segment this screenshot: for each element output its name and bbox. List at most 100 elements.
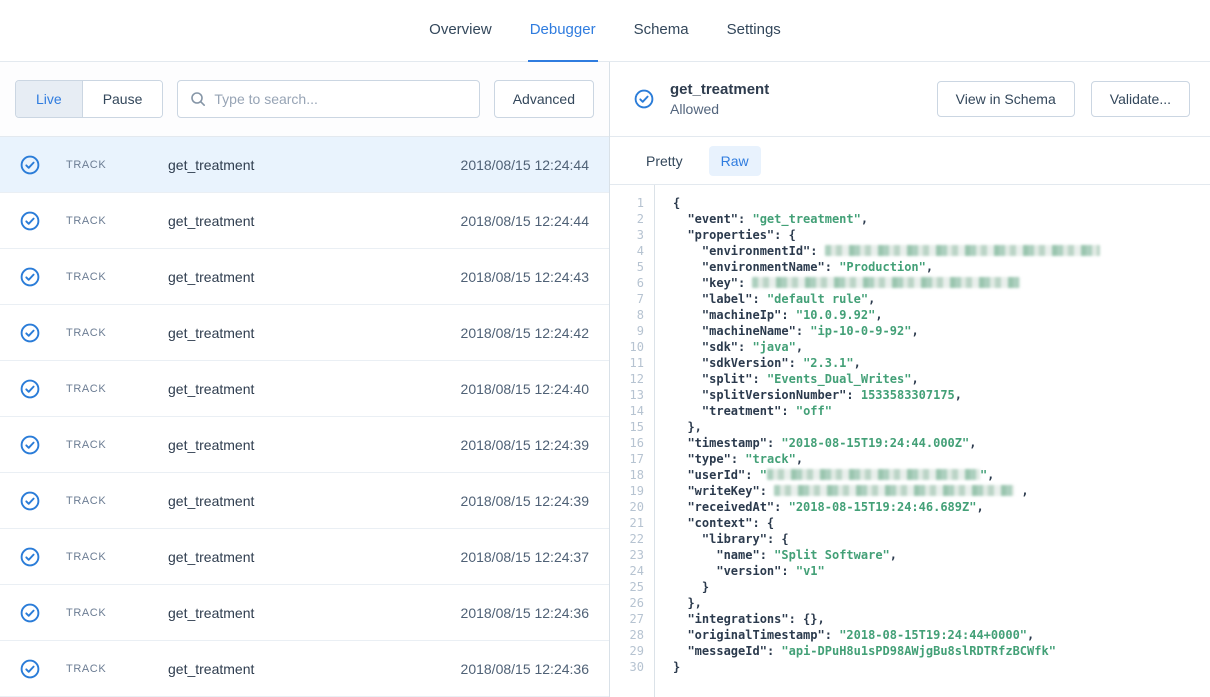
line-number: 3 — [636, 228, 644, 242]
line-number: 20 — [629, 500, 644, 514]
event-list[interactable]: TRACK get_treatment 2018/08/15 12:24:44 TRA… — [0, 137, 609, 697]
event-timestamp: 2018/08/15 12:24:42 — [460, 324, 589, 341]
tab-raw[interactable]: Raw — [708, 145, 761, 176]
event-type-label: TRACK — [66, 158, 107, 171]
event-row[interactable]: TRACK get_treatment 2018/08/15 12:24:39 — [0, 473, 609, 529]
event-name: get_treatment — [168, 324, 255, 341]
event-row[interactable]: TRACK get_treatment 2018/08/15 12:24:44 — [0, 137, 609, 193]
line-number: 18 — [629, 468, 644, 482]
event-title: get_treatment — [670, 80, 770, 98]
code-line: } — [673, 580, 710, 594]
event-row[interactable]: TRACK get_treatment 2018/08/15 12:24:36 — [0, 585, 609, 641]
code-line: "split": "Events_Dual_Writes", — [701, 372, 919, 386]
event-row[interactable]: TRACK get_treatment 2018/08/15 12:24:42 — [0, 305, 609, 361]
tab-debugger[interactable]: Debugger — [527, 0, 598, 62]
code-line: "key": — [673, 275, 1200, 291]
line-number: 8 — [636, 308, 644, 322]
event-timestamp: 2018/08/15 12:24:44 — [460, 212, 589, 229]
code-line: "version": "v1" — [716, 564, 825, 578]
line-number: 1 — [636, 196, 644, 210]
live-button[interactable]: Live — [16, 81, 83, 117]
event-type-label: TRACK — [66, 326, 107, 339]
event-type-label: TRACK — [66, 382, 107, 395]
event-stream-panel: Live Pause Advanced TRACK get_treatment 20… — [0, 62, 610, 697]
code-line: "label": "default rule", — [701, 292, 876, 306]
event-timestamp: 2018/08/15 12:24:39 — [460, 436, 589, 453]
line-number: 10 — [629, 340, 644, 354]
tab-settings[interactable]: Settings — [726, 21, 781, 38]
raw-json-viewer[interactable]: 1 2 3 4 5 6 7 8 9 10 11 12 13 14 15 16 17 18 19 20 21 22 23 24 2… — [610, 185, 1210, 697]
line-number: 22 — [629, 532, 644, 546]
line-number: 16 — [629, 436, 644, 450]
redacted-value — [774, 485, 1015, 496]
tab-pretty[interactable]: Pretty — [646, 152, 683, 169]
search-box — [177, 80, 480, 118]
check-circle-icon — [20, 547, 40, 566]
code-line: "environmentId": — [673, 243, 1200, 259]
check-circle-icon — [20, 659, 40, 678]
code-line: "environmentName": "Production", — [701, 260, 934, 274]
event-row[interactable]: TRACK get_treatment 2018/08/15 12:24:37 — [0, 529, 609, 585]
line-number: 11 — [629, 356, 644, 370]
code-line: "originalTimestamp": "2018-08-15T19:24:4… — [687, 628, 1035, 642]
code-line: "splitVersionNumber": 1533583307175, — [701, 388, 963, 402]
event-timestamp: 2018/08/15 12:24:43 — [460, 268, 589, 285]
event-name: get_treatment — [168, 492, 255, 509]
search-input[interactable] — [214, 91, 467, 107]
code-line: "type": "track", — [687, 452, 804, 466]
main-split: Live Pause Advanced TRACK get_treatment 20… — [0, 62, 1210, 697]
line-number: 27 — [629, 612, 644, 626]
code-line: }, — [673, 420, 702, 434]
event-timestamp: 2018/08/15 12:24:39 — [460, 492, 589, 509]
advanced-button[interactable]: Advanced — [493, 80, 594, 118]
check-circle-icon — [20, 211, 40, 230]
check-circle-icon — [20, 603, 40, 622]
detail-title-block: get_treatment Allowed — [670, 80, 769, 119]
tab-overview[interactable]: Overview — [429, 21, 492, 38]
code-line: "library": { — [701, 532, 789, 546]
event-row[interactable]: TRACK get_treatment 2018/08/15 12:24:39 — [0, 417, 609, 473]
tab-schema[interactable]: Schema — [633, 21, 689, 38]
line-number: 24 — [629, 564, 644, 578]
check-circle-icon — [20, 435, 40, 454]
line-number: 6 — [636, 276, 644, 290]
event-row[interactable]: TRACK get_treatment 2018/08/15 12:24:43 — [0, 249, 609, 305]
redacted-value — [752, 277, 1021, 288]
code-line: "sdkVersion": "2.3.1", — [701, 356, 861, 370]
line-number: 26 — [629, 596, 644, 610]
event-timestamp: 2018/08/15 12:24:40 — [460, 380, 589, 397]
code-line: } — [673, 660, 681, 674]
line-number: 25 — [629, 580, 644, 594]
line-number: 2 — [636, 212, 644, 226]
event-name: get_treatment — [168, 604, 255, 621]
view-in-schema-button[interactable]: View in Schema — [936, 81, 1075, 117]
line-number: 28 — [629, 628, 644, 642]
code-line: }, — [673, 596, 702, 610]
pause-button[interactable]: Pause — [82, 81, 163, 117]
line-number: 21 — [629, 516, 644, 530]
top-nav: Overview Debugger Schema Settings — [0, 0, 1210, 62]
search-icon — [191, 92, 206, 106]
check-circle-icon — [20, 267, 40, 286]
event-row[interactable]: TRACK get_treatment 2018/08/15 12:24:36 — [0, 641, 609, 697]
redacted-value — [766, 469, 980, 480]
line-number: 7 — [636, 292, 644, 306]
event-row[interactable]: TRACK get_treatment 2018/08/15 12:24:40 — [0, 361, 609, 417]
event-timestamp: 2018/08/15 12:24:36 — [460, 660, 589, 677]
code-line: "context": { — [687, 516, 775, 530]
code-line: "integrations": {}, — [687, 612, 825, 626]
line-number: 13 — [629, 388, 644, 402]
validate-button[interactable]: Validate... — [1090, 81, 1190, 117]
line-number: 15 — [629, 420, 644, 434]
event-type-label: TRACK — [66, 550, 107, 563]
code-line: "writeKey": , — [687, 484, 1029, 498]
line-number: 17 — [629, 452, 644, 466]
line-number: 5 — [636, 260, 644, 274]
code-line: "userId": " ", — [687, 468, 995, 482]
event-row[interactable]: TRACK get_treatment 2018/08/15 12:24:44 — [0, 193, 609, 249]
event-type-label: TRACK — [66, 438, 107, 451]
code-line: "sdk": "java", — [701, 340, 804, 354]
check-circle-icon — [20, 491, 40, 510]
event-name: get_treatment — [168, 660, 255, 677]
check-circle-icon — [20, 155, 40, 174]
